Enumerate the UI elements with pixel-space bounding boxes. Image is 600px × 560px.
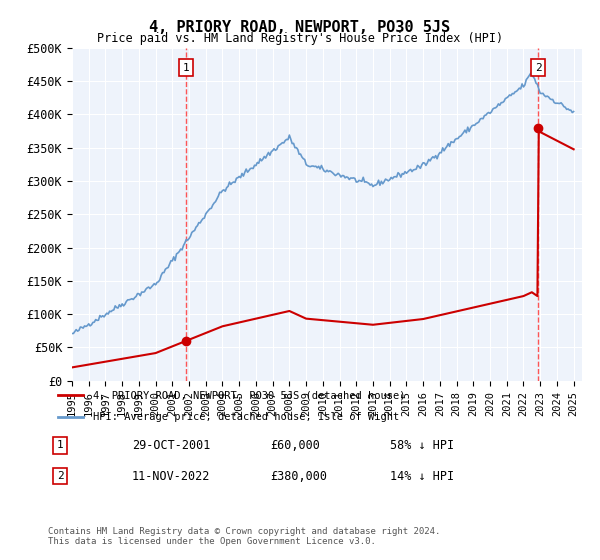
Text: 4, PRIORY ROAD, NEWPORT, PO30 5JS: 4, PRIORY ROAD, NEWPORT, PO30 5JS [149, 20, 451, 35]
Text: £60,000: £60,000 [270, 438, 320, 452]
Text: 1: 1 [56, 440, 64, 450]
Text: 2: 2 [56, 471, 64, 481]
Text: 14% ↓ HPI: 14% ↓ HPI [390, 469, 454, 483]
Text: £380,000: £380,000 [270, 469, 327, 483]
Text: 29-OCT-2001: 29-OCT-2001 [132, 438, 211, 452]
Text: 2: 2 [535, 63, 541, 73]
Text: Contains HM Land Registry data © Crown copyright and database right 2024.
This d: Contains HM Land Registry data © Crown c… [48, 526, 440, 546]
Text: HPI: Average price, detached house, Isle of Wight: HPI: Average price, detached house, Isle… [94, 412, 400, 422]
Text: Price paid vs. HM Land Registry's House Price Index (HPI): Price paid vs. HM Land Registry's House … [97, 32, 503, 45]
Text: 1: 1 [183, 63, 190, 73]
Text: 4, PRIORY ROAD, NEWPORT, PO30 5JS (detached house): 4, PRIORY ROAD, NEWPORT, PO30 5JS (detac… [94, 390, 406, 400]
Text: 11-NOV-2022: 11-NOV-2022 [132, 469, 211, 483]
Text: 58% ↓ HPI: 58% ↓ HPI [390, 438, 454, 452]
